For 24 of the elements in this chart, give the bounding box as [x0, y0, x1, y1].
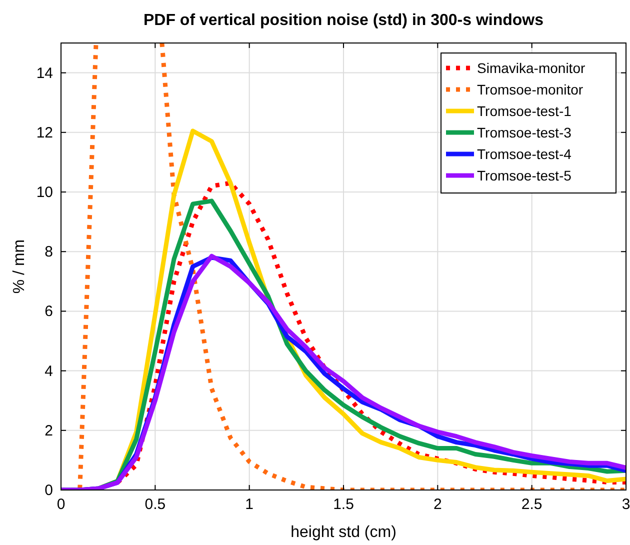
x-tick-label: 0.5 [144, 496, 166, 513]
x-tick-label: 1 [245, 496, 254, 513]
x-tick-label: 2.5 [521, 496, 542, 513]
legend-label: Tromsoe-monitor [477, 82, 584, 98]
x-tick-label: 0 [56, 496, 66, 513]
x-tick-label: 2 [433, 496, 442, 513]
y-tick-label: 14 [36, 64, 53, 82]
y-tick-label: 4 [44, 362, 53, 380]
y-tick-label: 12 [36, 124, 53, 142]
x-tick-label: 3 [622, 496, 630, 513]
legend-label: Tromsoe-test-5 [477, 168, 572, 184]
y-axis-title: % / mm [11, 239, 28, 294]
y-tick-label: 0 [44, 482, 53, 499]
legend-label: Tromsoe-test-1 [477, 103, 572, 119]
x-axis-title: height std (cm) [290, 524, 396, 541]
y-tick-label: 8 [44, 244, 53, 261]
legend-label: Simavika-monitor [477, 60, 586, 76]
legend-label: Tromsoe-test-3 [477, 124, 572, 140]
legend-label: Tromsoe-test-4 [477, 146, 572, 162]
chart-title: PDF of vertical position noise (std) in 300-s windows [143, 12, 544, 29]
x-tick-label: 1.5 [333, 496, 354, 513]
y-tick-label: 2 [44, 422, 53, 440]
y-tick-label: 10 [36, 184, 53, 201]
y-tick-label: 6 [44, 303, 53, 320]
